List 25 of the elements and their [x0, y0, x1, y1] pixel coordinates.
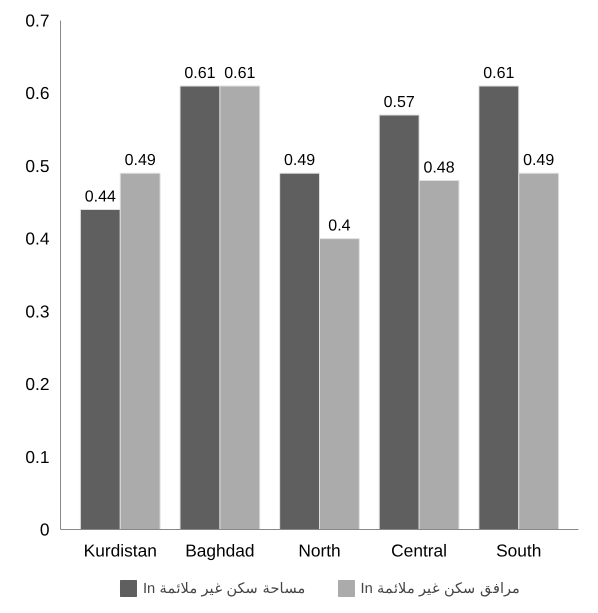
legend-label: In مرافق سكن غير ملائمة: [360, 580, 520, 597]
y-tick-label: 0.4: [25, 228, 50, 249]
data-label: 0.61: [224, 64, 256, 82]
y-tick-label: 0.6: [25, 83, 50, 104]
data-label: 0.57: [384, 94, 415, 112]
data-label: 0.61: [483, 64, 514, 82]
y-tick-label: 0.1: [25, 446, 50, 467]
y-tick-label: 0.3: [25, 301, 50, 322]
x-tick-label: Baghdad: [185, 540, 255, 560]
x-tick-label: Kurdistan: [84, 540, 157, 560]
data-label: 0.49: [523, 152, 554, 170]
data-label: 0.48: [423, 159, 455, 176]
y-tick-label: 0: [40, 520, 50, 540]
x-tick-label: South: [496, 540, 542, 560]
data-label: 0.49: [124, 152, 156, 170]
x-tick-label: Central: [391, 540, 448, 560]
data-label: 0.4: [328, 218, 351, 235]
y-tick-label: 0.5: [25, 156, 50, 176]
data-label: 0.44: [84, 188, 116, 206]
x-tick-label: North: [298, 540, 341, 560]
y-tick-label: 0.2: [25, 374, 50, 394]
data-label: 0.61: [184, 64, 216, 82]
y-tick-label: 0.7: [25, 10, 50, 30]
data-label: 0.49: [284, 152, 316, 170]
legend-label: In مساحة سكن غير ملائمة: [142, 580, 306, 597]
